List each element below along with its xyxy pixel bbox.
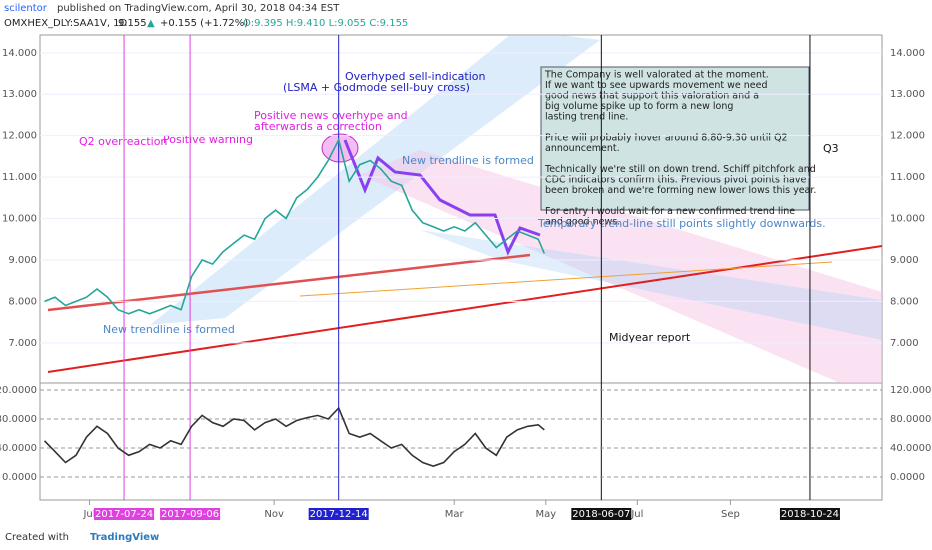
event-label: 2018-06-07 [572, 509, 630, 520]
y-tick-label: 7.000 [890, 338, 919, 349]
x-tick-label: Nov [264, 509, 284, 520]
event-label-bg [571, 508, 632, 520]
y-tick-label: 11.000 [890, 172, 925, 183]
y-tick-label: 14.000 [2, 48, 37, 59]
y-tick-label: 10.000 [2, 214, 37, 225]
event-label-bg [160, 508, 221, 520]
y-tick-label: 8.000 [8, 296, 37, 307]
annotation: afterwards a correction [254, 120, 382, 133]
y-tick-label: 9.000 [8, 255, 37, 266]
plot-frame [39, 34, 883, 501]
y-tick-label: 12.000 [890, 131, 925, 142]
note-line: good news that support this valoration a… [545, 91, 759, 102]
y-tick-label: 9.000 [890, 255, 919, 266]
y-tick-label: 14.000 [890, 48, 925, 59]
note-line: The Company is well valorated at the mom… [544, 70, 769, 81]
y-tick-label: 120.0000 [0, 385, 37, 396]
event-label: 2018-10-24 [781, 509, 839, 520]
y-tick-label: 80.0000 [0, 414, 37, 425]
y-tick-label: 0.0000 [890, 472, 925, 483]
annotation: Positive news overhype and [254, 109, 408, 122]
author[interactable]: scilentor [4, 3, 48, 14]
pitchfork-down [360, 150, 882, 383]
y-tick-label: 11.000 [2, 172, 37, 183]
y-tick-label: 10.000 [890, 214, 925, 225]
y-tick-label: 120.0000 [890, 385, 932, 396]
note-line: CDC indicators confirm this. Previous pi… [545, 175, 806, 186]
annotation: New trendline is formed [402, 154, 534, 167]
x-tick-label: Sep [721, 509, 740, 520]
note-line: lasting trend line. [545, 112, 628, 123]
event-label-bg [779, 508, 840, 520]
note-line: been broken and we're forming new lower … [545, 185, 816, 196]
drawn-path [343, 139, 541, 256]
note-background [540, 66, 810, 211]
footer-created: Created with [5, 532, 69, 543]
last-price: 9.155 [118, 18, 147, 29]
channel [420, 230, 882, 340]
x-tick-label: Jul [630, 509, 643, 520]
series-line [43, 406, 545, 467]
event-label: 2017-07-24 [95, 509, 153, 520]
long-trendline [47, 245, 883, 373]
symbol: OMXHEX_DLY:SAA1V, 1D [4, 18, 128, 29]
x-tick-label: May [535, 509, 556, 520]
annotation: Positive warning [163, 133, 253, 146]
y-tick-label: 8.000 [890, 296, 919, 307]
change: +0.155 (+1.72%) [160, 18, 248, 29]
y-tick-label: 40.0000 [890, 443, 931, 454]
note-line: big volume spike up to form a new long [545, 101, 733, 112]
y-tick-label: 40.0000 [0, 443, 37, 454]
y-tick-label: 7.000 [8, 338, 37, 349]
ohlc: O:9.395 H:9.410 L:9.055 C:9.155 [243, 18, 408, 29]
note-line: For entry I would wait for a new confirm… [545, 206, 795, 217]
y-tick-label: 0.0000 [2, 472, 37, 483]
x-tick-label: Mar [445, 509, 465, 520]
y-tick-label: 80.0000 [890, 414, 931, 425]
event-label-bg [308, 508, 369, 520]
change-arrow: ▲ [147, 18, 155, 29]
note-line: Price will probably hover around 8.80-9.… [545, 133, 788, 144]
annotation: Midyear report [609, 331, 691, 344]
annotation: Q3 [823, 142, 839, 155]
note-box: The Company is well valorated at the mom… [540, 66, 816, 228]
event-label-bg [94, 508, 155, 520]
note-line: If we want to see upwards movement we ne… [545, 80, 768, 91]
note-line: and good news. [545, 217, 620, 228]
annotation: Overhyped sell-indication [345, 70, 486, 83]
y-tick-label: 13.000 [2, 89, 37, 100]
y-tick-label: 12.000 [2, 131, 37, 142]
note-line: announcement. [545, 143, 620, 154]
annotation: Temporary trend-line still points slight… [537, 217, 826, 230]
x-tick-label: Jul [82, 509, 95, 520]
moving-average-2 [299, 261, 833, 297]
published: published on TradingView.com, April 30, … [57, 3, 340, 14]
y-tick-label: 13.000 [890, 89, 925, 100]
series-line [44, 137, 546, 315]
annotation: New trendline is formed [103, 323, 235, 336]
event-label: 2017-12-14 [310, 509, 368, 520]
footer-brand[interactable]: TradingView [90, 532, 159, 543]
note-line: Technically we're still on down trend. S… [544, 164, 816, 175]
annotation: (LSMA + Godmode sell-buy cross) [283, 81, 470, 94]
annotation: Q2 overreaction [79, 135, 167, 148]
event-label: 2017-09-06 [161, 509, 219, 520]
moving-average [47, 253, 531, 312]
